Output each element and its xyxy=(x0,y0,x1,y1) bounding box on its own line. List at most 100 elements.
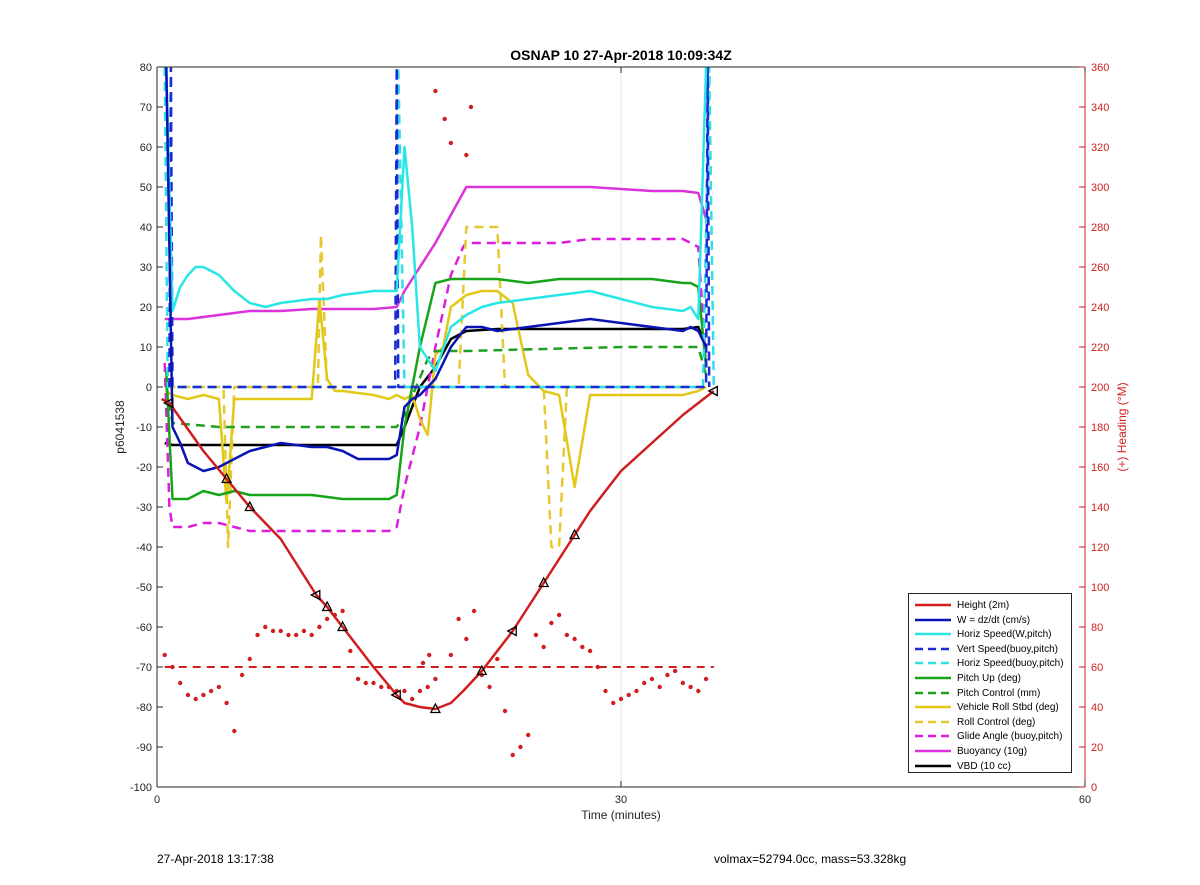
heading-point xyxy=(247,656,252,662)
legend-label: W = dz/dt (cm/s) xyxy=(957,614,1031,626)
x-tick-label: 0 xyxy=(154,794,160,806)
y-right-tick-label: 160 xyxy=(1091,462,1109,474)
y-tick-label: 70 xyxy=(140,102,152,114)
chart-title: OSNAP 10 27-Apr-2018 10:09:34Z xyxy=(510,47,732,63)
legend-label: Buoyancy (10g) xyxy=(957,746,1028,757)
y-tick-label: -100 xyxy=(130,782,152,794)
legend-label: Roll Control (deg) xyxy=(957,716,1036,728)
series-line-pitch-control-mm xyxy=(165,345,708,429)
heading-point xyxy=(286,632,291,638)
height-marker xyxy=(429,702,441,714)
legend-item: Roll Control (deg) xyxy=(909,715,1073,730)
heading-point xyxy=(348,648,353,654)
y-right-tick-label: 40 xyxy=(1091,702,1103,714)
y-right-tick-label: 240 xyxy=(1091,302,1109,314)
heading-point xyxy=(611,700,616,706)
heading-point xyxy=(425,684,430,690)
heading-point xyxy=(448,140,454,146)
x-axis-label: Time (minutes) xyxy=(581,808,661,822)
legend-label: VBD (10 cc) xyxy=(957,760,1011,772)
legend-label: Horiz Speed(buoy,pitch) xyxy=(957,658,1064,670)
y-right-tick-label: 180 xyxy=(1091,422,1109,434)
heading-point xyxy=(696,688,701,694)
heading-point xyxy=(317,624,322,630)
y-tick-label: -50 xyxy=(136,582,152,594)
heading-point xyxy=(355,676,361,682)
y-tick-label: 50 xyxy=(140,182,152,194)
y-right-tick-label: 0 xyxy=(1091,782,1097,794)
heading-point xyxy=(178,680,183,686)
legend-label: Vert Speed(buoy,pitch) xyxy=(957,643,1058,655)
legend-item: Vehicle Roll Stbd (deg) xyxy=(909,700,1073,715)
heading-point xyxy=(468,104,474,110)
legend-item: VBD (10 cc) xyxy=(909,759,1073,774)
legend-swatch xyxy=(915,691,951,694)
y-tick-label: 80 xyxy=(140,62,152,74)
height-marker xyxy=(221,472,233,484)
y-right-tick-label: 140 xyxy=(1091,502,1109,514)
y-tick-label: -60 xyxy=(136,622,152,634)
y-right-tick-label: 20 xyxy=(1091,742,1103,754)
heading-point xyxy=(526,732,531,738)
y-axis-label: p6041538 xyxy=(113,400,127,454)
y-tick-label: 10 xyxy=(140,342,152,354)
legend-swatch xyxy=(915,603,951,607)
heading-point xyxy=(232,728,237,734)
heading-point xyxy=(216,684,222,690)
y-tick-label: -10 xyxy=(136,422,152,434)
heading-point xyxy=(649,676,655,682)
y-right-tick-label: 220 xyxy=(1091,342,1109,354)
heading-point xyxy=(464,152,469,158)
y-tick-label: -70 xyxy=(136,662,152,674)
series-line-glide-angle-buoy-pitch xyxy=(163,237,708,533)
heading-point xyxy=(603,688,608,694)
heading-point xyxy=(278,628,283,634)
footer-timestamp: 27-Apr-2018 13:17:38 xyxy=(157,852,274,866)
heading-point xyxy=(448,652,454,658)
heading-point xyxy=(170,664,175,670)
legend-label: Height (2m) xyxy=(957,600,1010,611)
height-marker xyxy=(569,528,581,540)
heading-point xyxy=(410,696,415,702)
legend-swatch xyxy=(915,676,951,680)
heading-point xyxy=(456,616,461,622)
height-marker xyxy=(538,576,550,588)
series-line-w-dz-dt-cm-s xyxy=(165,67,708,473)
y-tick-label: -90 xyxy=(136,742,152,754)
heading-point xyxy=(510,752,515,758)
legend-swatch xyxy=(915,735,951,738)
heading-point xyxy=(549,620,554,626)
heading-point xyxy=(541,644,546,650)
height-marker xyxy=(390,689,401,701)
y-right-tick-label: 100 xyxy=(1091,582,1109,594)
chart-legend: Height (2m) W = dz/dt (cm/s) Horiz Speed(W… xyxy=(908,593,1072,773)
heading-point xyxy=(379,684,384,690)
legend-label: Pitch Control (mm) xyxy=(957,687,1041,699)
heading-point xyxy=(556,612,562,618)
series-line-vert-speed-buoy-pitch xyxy=(168,67,711,389)
legend-item: W = dz/dt (cm/s) xyxy=(909,613,1073,628)
y-tick-label: 40 xyxy=(140,222,152,234)
heading-point xyxy=(309,632,314,638)
x-tick-label: 60 xyxy=(1079,794,1091,806)
heading-point xyxy=(487,684,492,690)
legend-swatch xyxy=(915,764,951,767)
series-line-buoyancy-10g xyxy=(164,185,708,321)
y-right-tick-label: 120 xyxy=(1091,542,1109,554)
legend-label: Horiz Speed(W,pitch) xyxy=(957,629,1052,641)
height-marker xyxy=(707,385,718,397)
heading-point xyxy=(471,608,477,614)
axes: 0 30 6080706050403020100-10-20-30-40-50-60… xyxy=(130,62,1109,806)
heading-point xyxy=(433,88,438,94)
legend-item: Horiz Speed(W,pitch) xyxy=(909,627,1073,642)
heading-point xyxy=(634,688,639,694)
legend-item: Buoyancy (10g) xyxy=(909,744,1073,759)
y-right-tick-label: 60 xyxy=(1091,662,1103,674)
series-line-height-2m xyxy=(161,390,715,711)
heading-point xyxy=(162,652,167,658)
heading-point xyxy=(193,696,198,702)
legend-label: Vehicle Roll Stbd (deg) xyxy=(957,702,1059,714)
y-tick-label: -40 xyxy=(136,542,152,554)
height-marker xyxy=(162,397,174,409)
heading-point xyxy=(618,696,624,702)
